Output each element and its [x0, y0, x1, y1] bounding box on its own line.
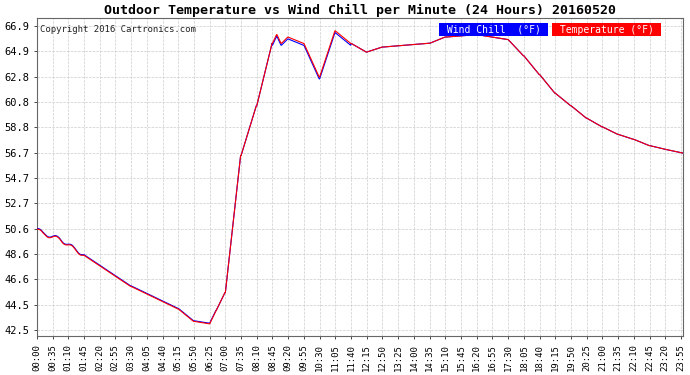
- Title: Outdoor Temperature vs Wind Chill per Minute (24 Hours) 20160520: Outdoor Temperature vs Wind Chill per Mi…: [104, 4, 615, 17]
- Text: Temperature (°F): Temperature (°F): [553, 25, 660, 35]
- Text: Wind Chill  (°F): Wind Chill (°F): [440, 25, 546, 35]
- Text: Copyright 2016 Cartronics.com: Copyright 2016 Cartronics.com: [40, 25, 196, 34]
